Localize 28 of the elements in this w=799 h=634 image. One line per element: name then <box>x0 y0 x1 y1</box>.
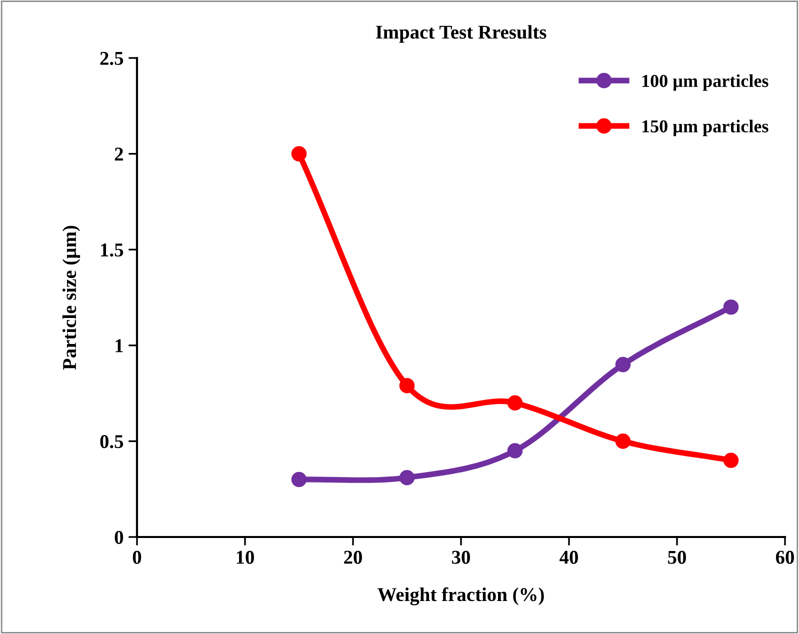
point <box>723 452 739 468</box>
point <box>291 146 307 162</box>
y-tick-label: 0 <box>114 530 124 544</box>
y-tick-label: 0.5 <box>100 435 124 448</box>
y-tick-label: 2 <box>114 148 123 161</box>
legend-label: 100 µm particles <box>642 74 768 91</box>
x-tick-label: 10 <box>236 550 254 564</box>
chart-title: Impact Test Rresults <box>376 25 546 43</box>
y-axis-title: Particle size (µm) <box>62 226 80 370</box>
x-tick-label: 60 <box>776 550 794 564</box>
point <box>291 472 307 488</box>
point <box>615 356 631 372</box>
point <box>723 299 739 315</box>
x-axis-title: Weight fraction (%) <box>378 587 544 606</box>
point <box>399 378 415 394</box>
x-tick-label: 20 <box>344 550 362 564</box>
x-tick-label: 50 <box>668 550 686 564</box>
y-tick-label: 1.5 <box>101 244 124 257</box>
point <box>507 443 523 458</box>
point <box>399 470 415 486</box>
legend-label: 150 µm particles <box>642 120 768 136</box>
point <box>615 434 631 449</box>
x-tick-label: 40 <box>560 550 578 564</box>
y-tick-label: 2.5 <box>100 52 124 66</box>
x-tick-label: 0 <box>132 550 142 564</box>
point <box>507 395 523 411</box>
x-tick-label: 30 <box>452 550 470 564</box>
y-tick-label: 1 <box>116 339 123 352</box>
